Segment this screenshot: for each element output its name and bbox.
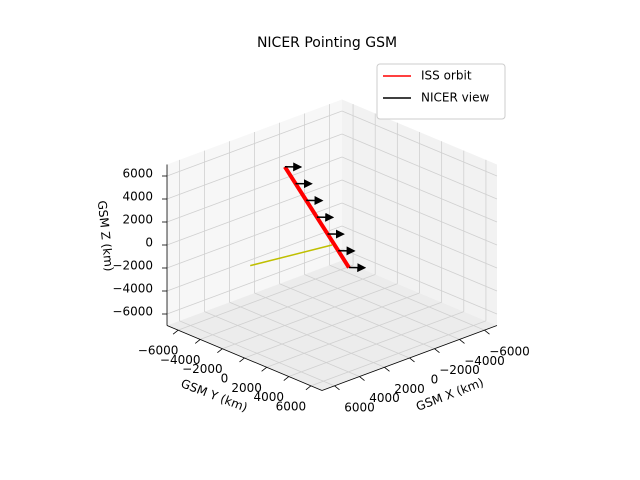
grid-line [288, 311, 464, 377]
z-tick-label: −2000 [112, 259, 153, 273]
grid-line [244, 292, 420, 359]
grid-line [166, 225, 343, 292]
tick-mark [239, 357, 245, 363]
grid-line [266, 301, 442, 368]
grid-line [200, 274, 376, 340]
legend-box [376, 63, 506, 120]
y-tick-label: 2000 [231, 381, 262, 395]
tick-mark [484, 329, 490, 335]
legend-label: ISS orbit [421, 69, 472, 83]
y-tick-label: 6000 [276, 399, 307, 413]
grid-line [166, 110, 343, 177]
x-tick-label: −6000 [489, 345, 530, 359]
grid-line [166, 156, 343, 223]
grid-line [166, 133, 343, 200]
x-tick-label: 4000 [369, 391, 400, 405]
series-line [250, 244, 333, 267]
z-tick-label: 0 [145, 236, 153, 250]
tick-mark [305, 385, 312, 391]
grid-line [341, 179, 498, 246]
tick-mark [409, 357, 415, 363]
z-tick-label: −6000 [112, 305, 153, 319]
tick-mark [434, 348, 440, 354]
tick-mark [172, 329, 179, 335]
z-tick-label: 2000 [122, 213, 153, 227]
legend-label: NICER view [421, 91, 489, 105]
grid-line [310, 320, 487, 387]
tick-mark [283, 376, 290, 381]
grid-line [341, 110, 498, 177]
grid-line [166, 248, 343, 315]
tick-mark [194, 339, 201, 344]
y-tick-label: −6000 [138, 344, 179, 358]
grid-line [341, 133, 498, 200]
z-tick-label: 4000 [122, 190, 153, 204]
y-tick-label: −2000 [182, 362, 223, 376]
grid-line [341, 202, 498, 269]
y-tick-label: −4000 [160, 353, 201, 367]
x-tick-label: 0 [431, 372, 439, 386]
grid-line [341, 156, 498, 223]
tick-mark [217, 348, 223, 354]
tick-mark [261, 366, 267, 372]
grid-line [222, 283, 398, 350]
tick-mark [459, 339, 465, 344]
x-tick-label: −2000 [439, 363, 480, 377]
y-tick-label: 4000 [254, 390, 285, 404]
tick-mark [334, 385, 340, 391]
x-tick-label: 6000 [344, 400, 375, 414]
grid-line [341, 225, 498, 292]
grid-line [341, 248, 498, 315]
y-tick-label: 0 [221, 371, 229, 385]
chart-title: NICER Pointing GSM [257, 35, 397, 51]
x-tick-label: −4000 [464, 354, 505, 368]
legend: ISS orbit NICER view [376, 63, 506, 120]
grid-line [166, 179, 343, 246]
tick-mark [359, 376, 365, 381]
axis-line [321, 325, 498, 391]
grid-line [177, 264, 354, 331]
z-tick-label: −4000 [112, 282, 153, 296]
axis-line [166, 325, 323, 391]
z-tick-label: 6000 [122, 167, 153, 181]
tick-mark [384, 366, 390, 372]
x-axis-label: GSM X (km) [414, 375, 485, 414]
x-tick-label: 2000 [394, 382, 425, 396]
